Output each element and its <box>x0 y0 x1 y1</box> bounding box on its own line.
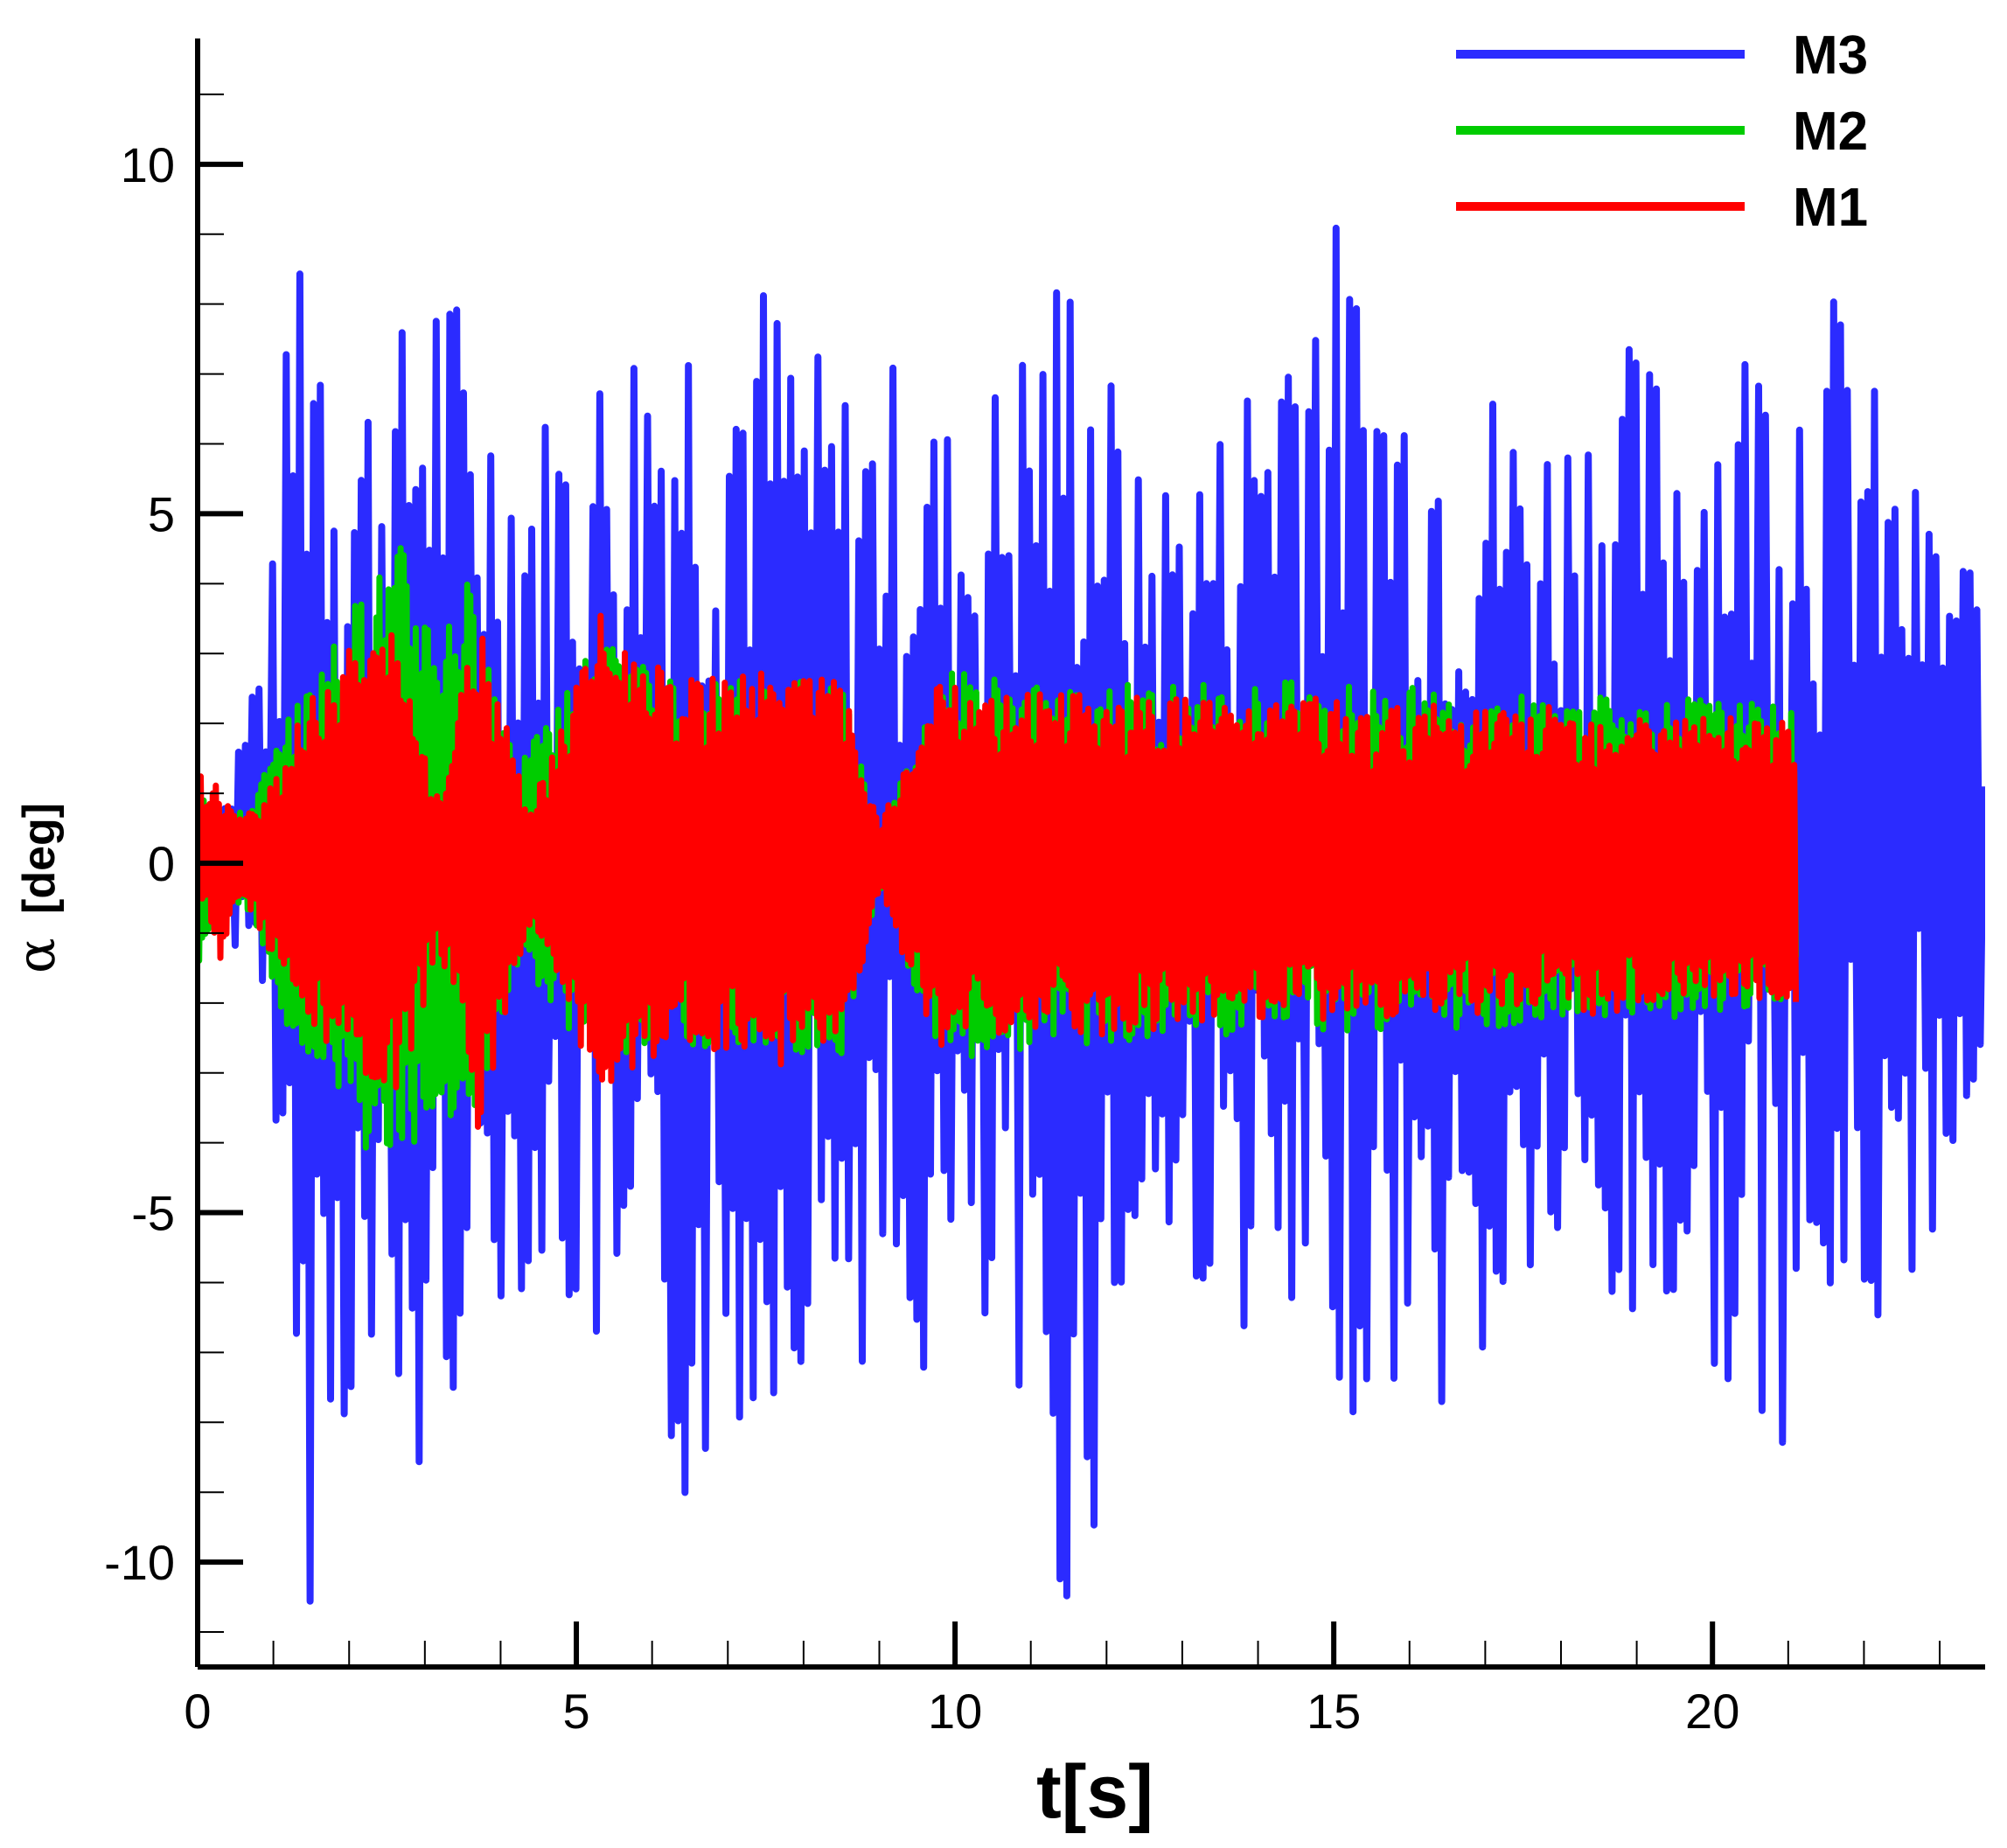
y-tick-label: 0 <box>148 836 175 891</box>
y-axis-unit: [deg] <box>14 803 65 914</box>
legend: M3 M2 M1 <box>1456 25 1868 238</box>
series-line-m1 <box>198 612 1799 1130</box>
y-axis-symbol: α <box>6 938 67 973</box>
x-tick-label: 20 <box>1685 1684 1739 1739</box>
x-axis-title: t[s] <box>1036 1750 1153 1834</box>
legend-label-m2: M2 <box>1793 101 1868 162</box>
y-tick-label: -10 <box>104 1535 175 1590</box>
x-tick-label: 5 <box>562 1684 589 1739</box>
legend-label-m3: M3 <box>1793 25 1868 86</box>
y-tick-label: 5 <box>148 486 175 541</box>
series-layer <box>198 224 1985 1605</box>
y-tick-label: -5 <box>131 1186 175 1241</box>
legend-label-m1: M1 <box>1793 178 1868 238</box>
ticks: -10 -5 0 5 10 0 5 10 15 20 <box>104 93 1941 1739</box>
x-tick-label: 0 <box>184 1684 211 1739</box>
y-axis-title: α [deg] <box>6 803 67 973</box>
axes <box>195 38 1985 1670</box>
x-tick-label: 15 <box>1307 1684 1361 1739</box>
x-tick-label: 10 <box>928 1684 982 1739</box>
y-tick-label: 10 <box>121 137 175 192</box>
